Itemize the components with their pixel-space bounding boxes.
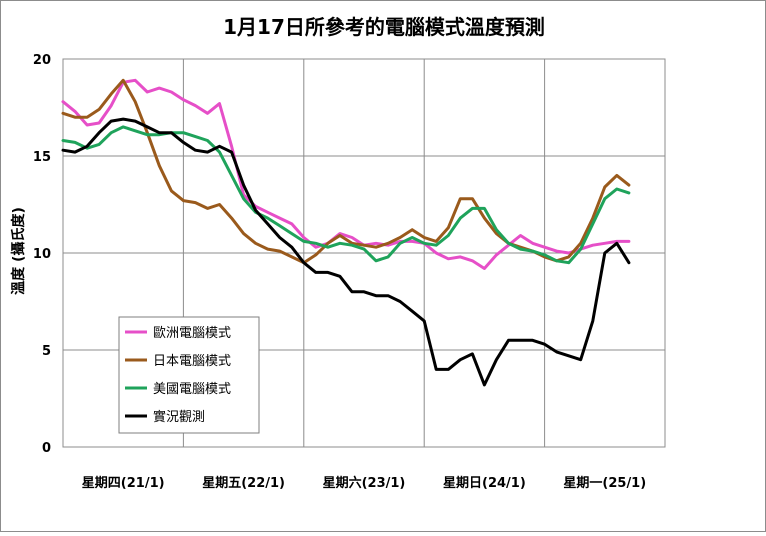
y-axis-label: 溫度 (攝氏度) [10, 207, 27, 295]
series-lines [61, 78, 631, 387]
gridlines [62, 58, 666, 448]
y-tick-label: 15 [33, 150, 51, 165]
y-tick-label: 20 [33, 53, 51, 68]
x-category-label: 星期一(25/1) [563, 476, 646, 491]
y-tick-label: 5 [42, 344, 51, 359]
legend-label: 實況觀測 [153, 409, 205, 425]
series-line [61, 117, 631, 387]
y-axis-ticks: 0 5 10 15 20 [33, 53, 51, 456]
x-category-label: 星期五(22/1) [202, 476, 285, 491]
x-category-label: 星期日(24/1) [443, 476, 526, 491]
x-category-label: 星期六(23/1) [323, 475, 406, 491]
legend-box [118, 316, 260, 434]
x-axis-categories: 星期四(21/1) 星期五(22/1) 星期六(23/1) 星期日(24/1) 星期一(… [82, 475, 646, 491]
legend-label: 日本電腦模式 [153, 354, 231, 369]
series-line [61, 125, 631, 265]
chart-title: 1月17日所參考的電腦模式溫度預測 [223, 15, 545, 39]
series-line [61, 78, 631, 270]
y-tick-label: 0 [42, 441, 51, 456]
legend-label: 美國電腦模式 [153, 382, 231, 397]
legend-label: 歐洲電腦模式 [153, 326, 231, 341]
x-category-label: 星期四(21/1) [82, 476, 165, 491]
y-tick-label: 10 [33, 247, 51, 262]
